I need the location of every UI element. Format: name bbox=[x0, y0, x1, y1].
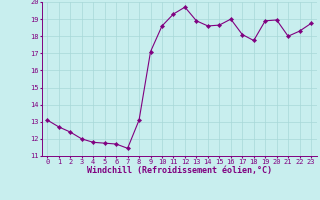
X-axis label: Windchill (Refroidissement éolien,°C): Windchill (Refroidissement éolien,°C) bbox=[87, 166, 272, 175]
